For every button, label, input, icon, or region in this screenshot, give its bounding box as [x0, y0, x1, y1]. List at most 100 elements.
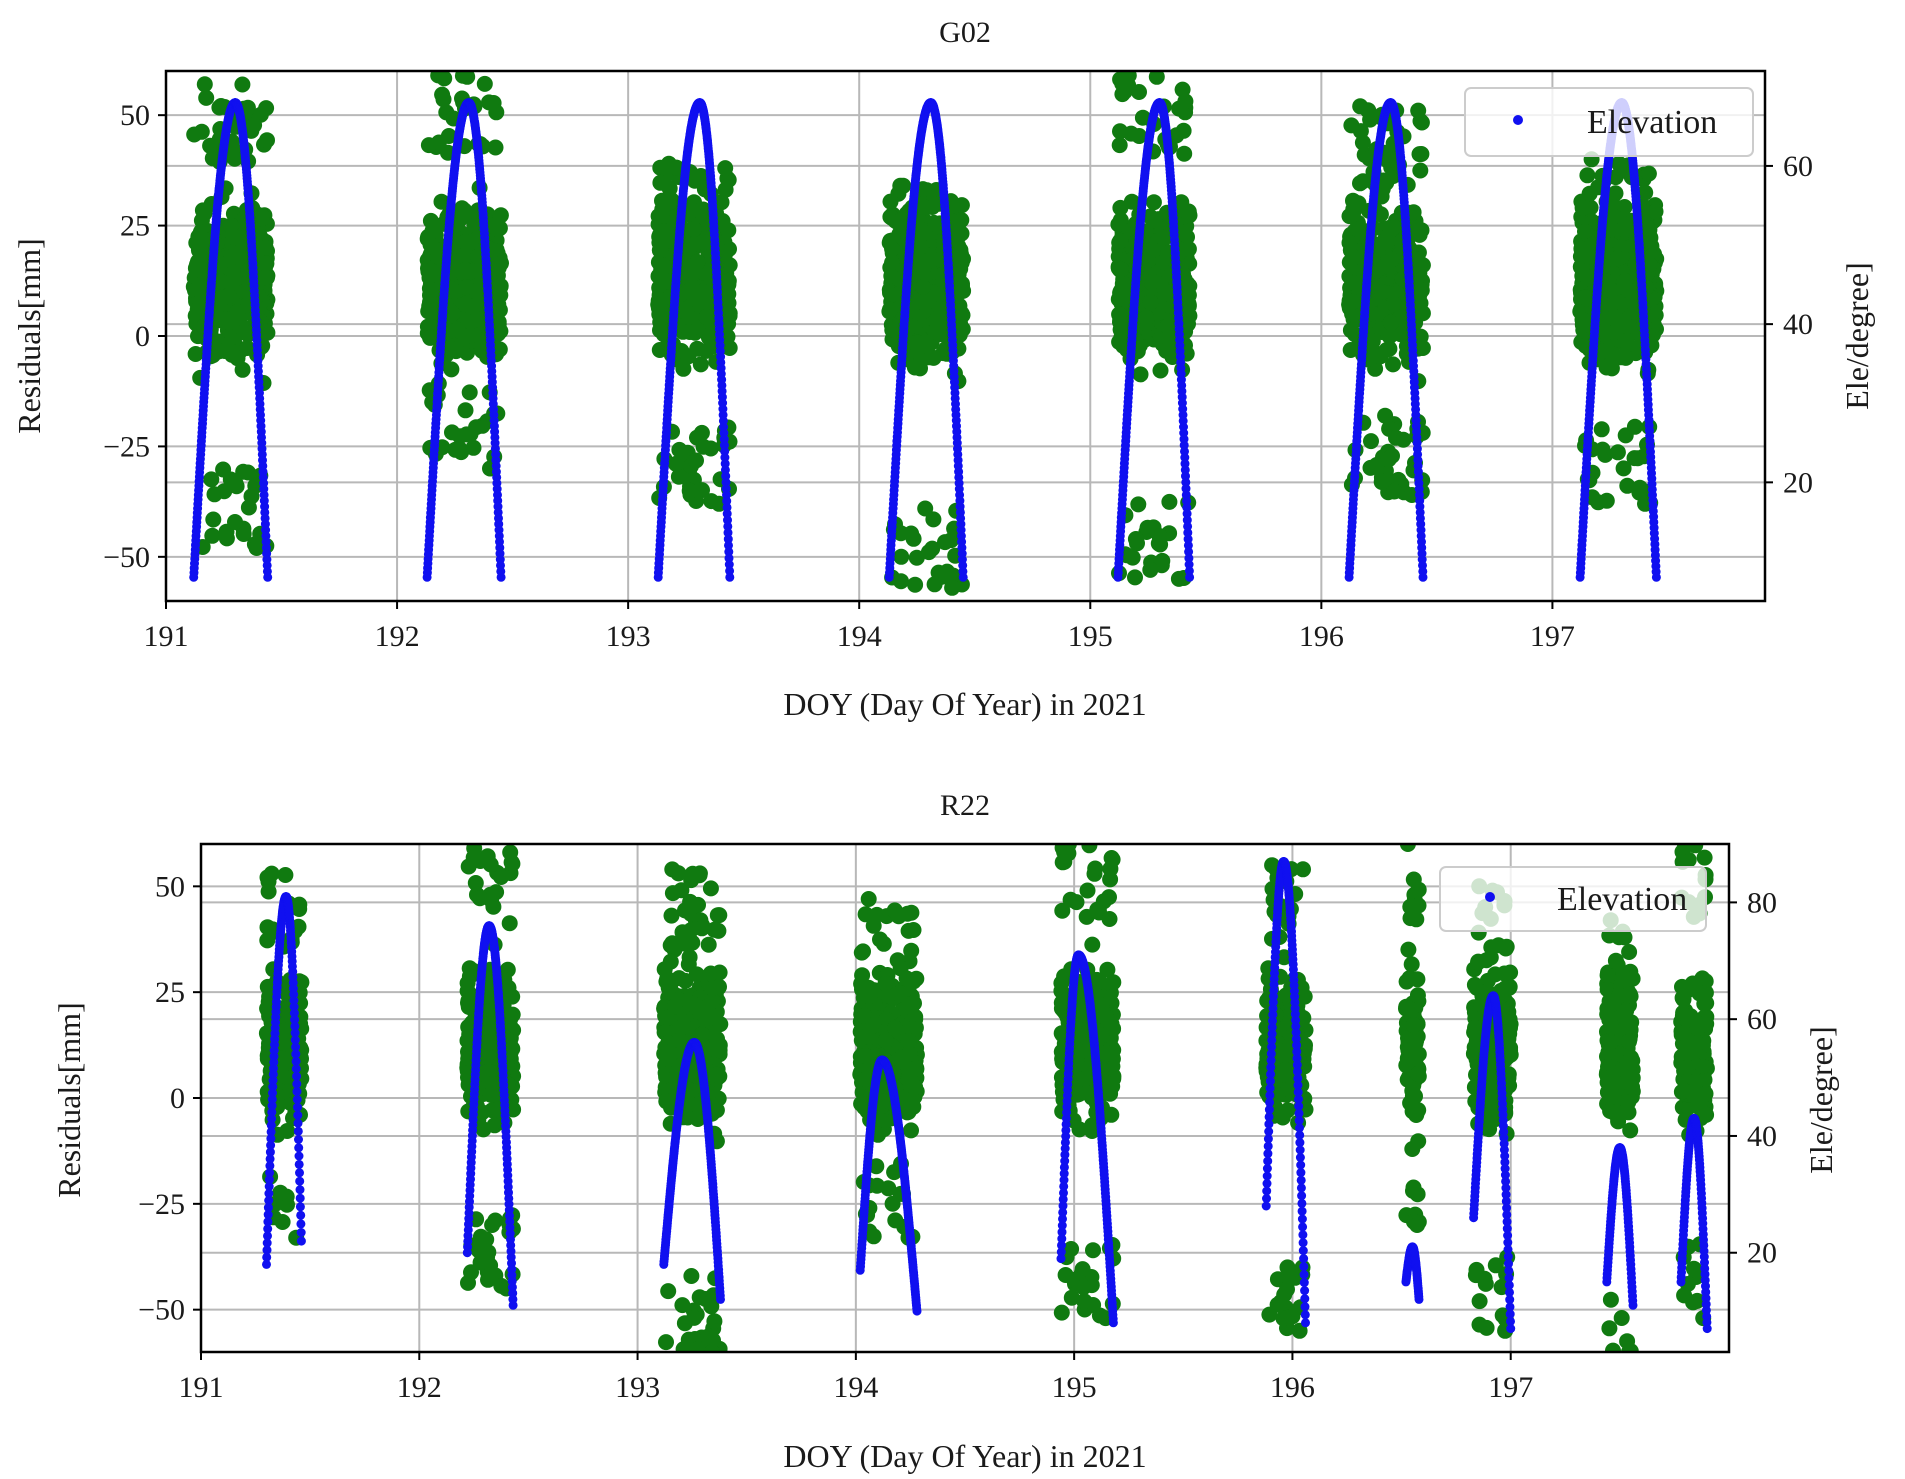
elevation-point: [958, 572, 968, 582]
elevation-point: [721, 477, 731, 487]
residual-point: [434, 86, 451, 103]
residual-point: [1344, 206, 1361, 223]
residual-point: [660, 232, 677, 249]
residual-point: [893, 548, 910, 565]
residual-point: [1378, 342, 1395, 358]
residual-point: [236, 283, 253, 300]
residual-point: [259, 132, 275, 149]
residual-point: [1383, 251, 1400, 268]
elevation-point: [724, 560, 734, 569]
residual-point: [1113, 261, 1129, 278]
residual-point: [1352, 123, 1369, 140]
residual-point: [1590, 494, 1607, 511]
elevation-point: [722, 509, 732, 519]
residual-point: [717, 160, 734, 177]
residual-point: [211, 297, 228, 313]
residual-point: [694, 283, 711, 300]
residual-point: [1412, 162, 1429, 179]
residual-point: [465, 439, 482, 456]
residual-point: [912, 224, 928, 241]
residual-point: [652, 322, 668, 339]
residual-point: [937, 534, 953, 551]
residual-point: [198, 89, 215, 106]
residual-point: [1127, 531, 1144, 547]
plot-area: [185, 71, 1665, 596]
elevation-point: [724, 547, 734, 557]
residual-point: [462, 426, 479, 443]
residual-point: [1342, 322, 1359, 339]
elevation-point: [263, 572, 273, 582]
residual-point: [1343, 293, 1359, 310]
residual-point: [471, 311, 488, 328]
residual-point: [1144, 273, 1161, 290]
residual-point: [1599, 273, 1615, 290]
residual-point: [422, 281, 439, 298]
residual-point: [1363, 433, 1379, 450]
residual-point: [193, 237, 210, 254]
residual-point: [422, 236, 439, 253]
residual-point: [453, 444, 470, 461]
residual-point: [1605, 352, 1622, 369]
residual-point: [1609, 250, 1626, 267]
residual-point: [430, 71, 447, 84]
residual-point: [692, 356, 709, 373]
residual-point: [1374, 283, 1391, 300]
residual-point: [1619, 477, 1636, 494]
residual-point: [216, 343, 233, 359]
residual-point: [1144, 242, 1161, 258]
residual-point: [257, 239, 274, 256]
residual-point: [1161, 493, 1178, 510]
residual-point: [1615, 460, 1632, 477]
residual-point: [258, 255, 275, 272]
residual-point: [213, 98, 229, 114]
elevation-point: [1182, 496, 1192, 506]
elevation-point: [723, 528, 733, 538]
residual-point: [907, 576, 924, 593]
residual-point: [1574, 199, 1591, 216]
elevation-series: [189, 98, 1661, 582]
residual-point: [915, 279, 931, 295]
residual-point: [235, 526, 252, 542]
residual-point: [440, 128, 457, 144]
residual-point: [1148, 71, 1165, 85]
residual-point: [186, 126, 203, 143]
residual-point: [1352, 98, 1369, 115]
residual-point: [1385, 295, 1402, 312]
residual-point: [458, 279, 475, 296]
residual-point: [459, 71, 476, 85]
residual-point: [1138, 310, 1155, 326]
residual-point: [1346, 249, 1363, 266]
residual-point: [246, 117, 263, 134]
residual-point: [920, 544, 937, 561]
residual-point: [1170, 570, 1187, 587]
residual-point: [1177, 274, 1194, 291]
residual-point: [240, 499, 257, 516]
residual-point: [1368, 457, 1385, 473]
residual-point: [227, 475, 244, 492]
residual-point: [893, 573, 909, 590]
residual-point: [258, 100, 275, 117]
elevation-point: [722, 502, 732, 512]
residual-point: [1579, 167, 1596, 184]
residual-point: [491, 341, 508, 358]
elevation-point: [725, 572, 735, 582]
residual-point: [1127, 569, 1143, 586]
residual-point: [1364, 333, 1381, 350]
residual-point: [1130, 496, 1147, 513]
elevation-point: [1183, 521, 1193, 531]
residual-point: [1395, 431, 1412, 448]
residual-point: [253, 207, 270, 224]
residual-point: [928, 216, 945, 233]
elevation-point: [1183, 540, 1193, 550]
residual-point: [1180, 241, 1197, 257]
residual-point: [1123, 125, 1140, 142]
residual-point: [1640, 165, 1657, 182]
residual-point: [203, 471, 220, 488]
residuals-series: [185, 71, 1665, 596]
residual-point: [684, 202, 701, 219]
residual-point: [909, 334, 926, 351]
residual-point: [476, 75, 493, 92]
residual-point: [1173, 194, 1190, 211]
residual-point: [1152, 536, 1169, 553]
residual-point: [885, 321, 902, 338]
